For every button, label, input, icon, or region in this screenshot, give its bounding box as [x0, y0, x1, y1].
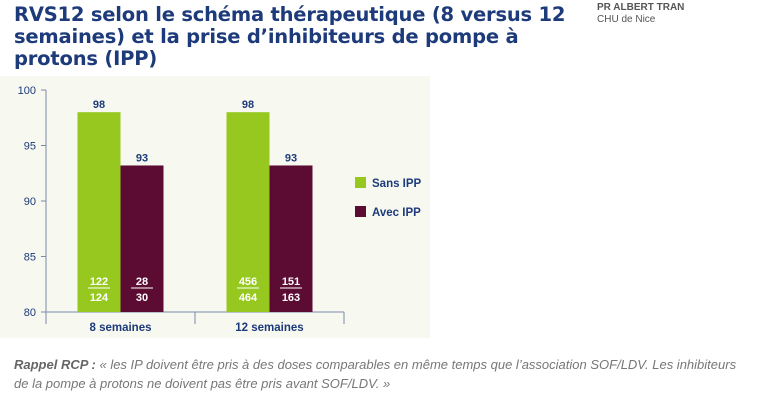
bar-value-label: 98: [242, 99, 254, 111]
bar: [269, 165, 313, 312]
bar-chart: 80 85 90 95 100 98 122 124 93 28 30 8 semaines 98 456…: [0, 76, 430, 338]
author-affiliation: CHU de Nice: [597, 14, 656, 25]
bar-numerator: 151: [282, 276, 300, 288]
bar-denominator: 30: [136, 292, 148, 304]
y-tick-label: 90: [24, 196, 36, 208]
bar-denominator: 163: [282, 292, 300, 304]
bar: [226, 112, 270, 312]
legend-label: Sans IPP: [372, 178, 422, 190]
author-name: PR ALBERT TRAN: [597, 2, 685, 13]
legend-swatch: [355, 206, 366, 217]
bar-value-label: 98: [93, 99, 105, 111]
bar-denominator: 124: [90, 292, 109, 304]
bar-numerator: 28: [136, 276, 148, 288]
bar-value-label: 93: [136, 152, 148, 164]
y-tick-label: 95: [24, 141, 36, 153]
bar-numerator: 122: [90, 276, 108, 288]
bar-denominator: 464: [239, 292, 258, 304]
bar-value-label: 93: [285, 152, 297, 164]
y-tick-label: 85: [24, 252, 36, 264]
x-category-label: 12 semaines: [235, 322, 303, 334]
legend-swatch: [355, 177, 366, 188]
legend-label: Avec IPP: [372, 207, 421, 219]
footer-text: « les IP doivent être pris à des doses c…: [14, 357, 737, 391]
bar: [77, 112, 121, 312]
author-block: PR ALBERT TRAN CHU de Nice: [597, 2, 684, 26]
y-tick-label: 80: [24, 307, 36, 319]
bar: [120, 165, 164, 312]
chart-title: RVS12 selon le schéma thérapeutique (8 v…: [14, 3, 566, 70]
footer-label: Rappel RCP :: [14, 357, 96, 372]
x-category-label: 8 semaines: [89, 322, 151, 334]
bar-numerator: 456: [239, 276, 257, 288]
footer-note: Rappel RCP : « les IP doivent être pris …: [14, 355, 754, 393]
y-tick-label: 100: [18, 85, 36, 97]
